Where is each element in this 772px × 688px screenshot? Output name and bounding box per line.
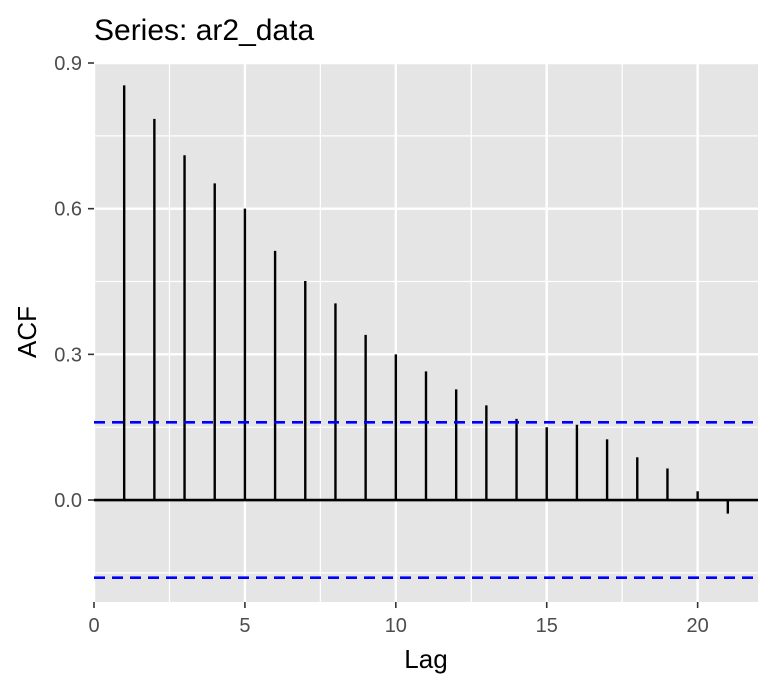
- y-tick-label: 0.6: [54, 199, 82, 221]
- chart-title: Series: ar2_data: [94, 14, 314, 47]
- y-axis-title: ACF: [12, 306, 42, 358]
- x-tick-label: 5: [239, 615, 250, 637]
- y-axis: 0.0 0.3 0.6 0.9: [54, 53, 94, 512]
- x-tick-label: 10: [385, 615, 407, 637]
- y-tick-label: 0.9: [54, 53, 82, 75]
- x-tick-label: 0: [88, 615, 99, 637]
- plot-panel: [94, 63, 758, 602]
- x-tick-label: 15: [536, 615, 558, 637]
- y-tick-label: 0.0: [54, 490, 82, 512]
- x-axis: 0 5 10 15 20: [88, 602, 709, 637]
- y-tick-label: 0.3: [54, 344, 82, 366]
- x-axis-title: Lag: [404, 644, 447, 674]
- x-tick-label: 20: [687, 615, 709, 637]
- confidence-bounds: [94, 421, 758, 580]
- acf-bars: [122, 85, 730, 514]
